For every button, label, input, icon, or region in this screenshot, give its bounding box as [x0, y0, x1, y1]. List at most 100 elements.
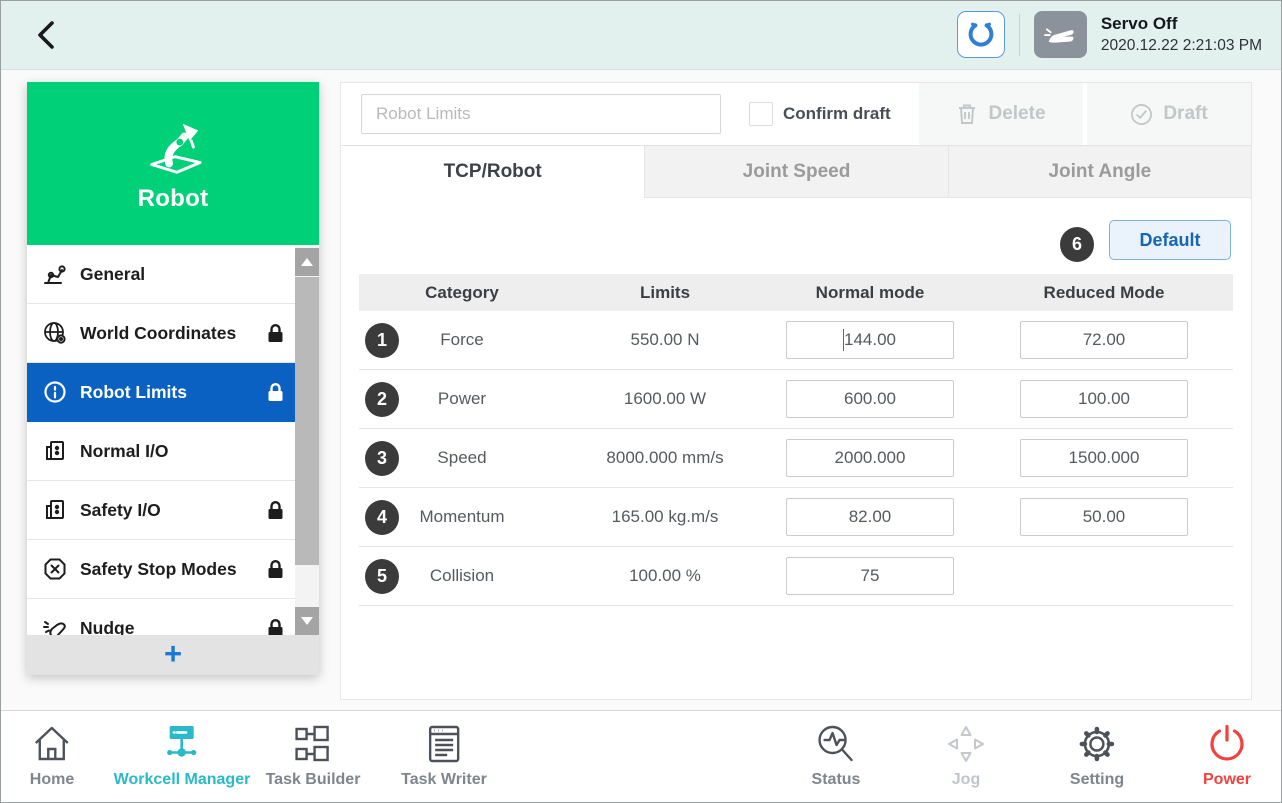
- nav-task-writer[interactable]: Task Writer: [401, 722, 487, 789]
- servo-status-block: Servo Off 2020.12.22 2:21:03 PM: [1101, 14, 1262, 55]
- nav-power[interactable]: Power: [1203, 722, 1251, 789]
- lock-icon: [266, 500, 285, 521]
- force-reduced-input[interactable]: [1020, 321, 1188, 359]
- triangle-up-icon: [301, 258, 313, 266]
- status-magnifier-icon: [814, 722, 858, 766]
- sidebar-title: Robot: [137, 184, 209, 212]
- confirm-draft-label: Confirm draft: [783, 104, 891, 123]
- io-port-icon: [41, 497, 69, 523]
- sidebar-item-normal-io[interactable]: Normal I/O: [27, 422, 295, 481]
- datetime-text: 2020.12.22 2:21:03 PM: [1100, 37, 1262, 54]
- nav-label: Task Builder: [265, 771, 361, 788]
- nav-label: Setting: [1069, 771, 1125, 788]
- sidebar-item-label: Normal I/O: [80, 440, 169, 461]
- category-cell: Collision: [429, 566, 495, 585]
- callout-badge-6: 6: [1060, 227, 1094, 262]
- panel-toolbar: Confirm draft Delete Draft: [341, 83, 1251, 146]
- limit-cell: 1600.00 W: [623, 389, 707, 408]
- limit-cell: 8000.000 mm/s: [606, 448, 724, 467]
- category-cell: Speed: [437, 448, 487, 467]
- nav-home[interactable]: Home: [30, 722, 74, 789]
- tab-joint-speed[interactable]: Joint Speed: [644, 146, 948, 198]
- bottom-nav-bar: Home Workcell Manager Task Builder: [0, 710, 1282, 803]
- confirm-draft-checkbox[interactable]: [749, 102, 773, 126]
- home-icon: [30, 722, 74, 766]
- lock-icon: [266, 382, 285, 403]
- robot-limits-panel: Confirm draft Delete Draft TCP/Robot: [340, 82, 1252, 700]
- sidebar-item-label: World Coordinates: [80, 322, 237, 343]
- text-caret: [843, 329, 844, 351]
- plus-icon: +: [163, 635, 183, 671]
- power-normal-input[interactable]: [786, 380, 954, 418]
- sidebar-scrollbar[interactable]: [295, 245, 319, 635]
- nav-status[interactable]: Status: [812, 722, 860, 789]
- workcell-sidebar: Robot General: [27, 82, 319, 675]
- limits-table: Category Limits Normal mode Reduced Mode…: [359, 274, 1233, 606]
- nav-workcell-manager[interactable]: Workcell Manager: [114, 722, 250, 789]
- table-row-speed: 3 Speed 8000.000 mm/s: [359, 429, 1233, 488]
- draft-button[interactable]: Draft: [1087, 83, 1251, 145]
- header-limits: Limits: [639, 282, 691, 302]
- momentum-normal-input[interactable]: [786, 498, 954, 536]
- robot-arm-small-icon: [41, 261, 69, 287]
- workcell-manager-icon: [160, 722, 204, 766]
- sidebar-item-label: Nudge: [80, 617, 135, 636]
- limit-cell: 550.00 N: [630, 330, 700, 349]
- sidebar-item-label: Safety Stop Modes: [80, 558, 237, 579]
- header-normal-mode: Normal mode: [815, 282, 925, 302]
- nav-label: Home: [29, 771, 75, 788]
- sidebar-item-robot-limits[interactable]: Robot Limits: [27, 363, 295, 422]
- header-category: Category: [425, 282, 499, 302]
- speed-normal-input[interactable]: [786, 439, 954, 477]
- sidebar-item-safety-stop-modes[interactable]: Safety Stop Modes: [27, 540, 295, 599]
- add-workcell-item-button[interactable]: +: [27, 635, 319, 675]
- table-row-force: 1 Force 550.00 N: [359, 311, 1233, 370]
- delete-button[interactable]: Delete: [919, 83, 1083, 145]
- nav-setting[interactable]: Setting: [1070, 722, 1124, 789]
- scroll-down-button[interactable]: [295, 607, 319, 635]
- back-chevron-icon: [33, 20, 59, 50]
- limit-cell: 100.00 %: [629, 566, 701, 585]
- robot-arm-icon: [140, 115, 206, 179]
- lock-icon: [266, 559, 285, 580]
- sidebar-item-world-coordinates[interactable]: World Coordinates: [27, 304, 295, 363]
- trash-icon: [956, 102, 978, 126]
- sidebar-menu-list: General World Coordinates: [27, 245, 319, 635]
- task-builder-icon: [291, 722, 335, 766]
- scroll-up-button[interactable]: [295, 248, 319, 276]
- category-cell: Power: [437, 389, 487, 408]
- default-button[interactable]: Default: [1109, 220, 1231, 260]
- back-button[interactable]: [26, 15, 66, 55]
- callout-badge-2: 2: [365, 382, 399, 417]
- momentum-reduced-input[interactable]: [1020, 498, 1188, 536]
- nav-label: Task Writer: [401, 771, 487, 788]
- header-reduced-mode: Reduced Mode: [1043, 282, 1165, 302]
- sidebar-item-safety-io[interactable]: Safety I/O: [27, 481, 295, 540]
- tab-joint-angle[interactable]: Joint Angle: [947, 146, 1251, 198]
- callout-badge-4: 4: [365, 500, 399, 535]
- category-cell: Force: [440, 330, 484, 349]
- sidebar-item-general[interactable]: General: [27, 245, 295, 304]
- speed-reduced-input[interactable]: [1020, 439, 1188, 477]
- io-port-icon: [41, 438, 69, 464]
- item-name-input[interactable]: [361, 94, 721, 134]
- category-cell: Momentum: [419, 507, 505, 526]
- delete-label: Delete: [988, 103, 1046, 124]
- gripper-button[interactable]: [956, 11, 1005, 58]
- globe-icon: [41, 320, 69, 346]
- sidebar-header-robot[interactable]: Robot: [27, 82, 319, 245]
- power-reduced-input[interactable]: [1020, 380, 1188, 418]
- sidebar-item-nudge[interactable]: Nudge: [27, 599, 295, 635]
- power-icon: [1205, 722, 1249, 766]
- nav-task-builder[interactable]: Task Builder: [265, 722, 361, 789]
- hand-guiding-tile[interactable]: [1033, 11, 1087, 58]
- gear-icon: [1075, 722, 1119, 766]
- scrollbar-thumb[interactable]: [295, 277, 319, 565]
- collision-normal-input[interactable]: [786, 557, 954, 595]
- lock-icon: [266, 618, 285, 635]
- callout-badge-5: 5: [365, 559, 399, 594]
- table-row-momentum: 4 Momentum 165.00 kg.m/s: [359, 488, 1233, 547]
- tab-tcp-robot[interactable]: TCP/Robot: [341, 146, 645, 198]
- force-normal-input[interactable]: [786, 321, 954, 359]
- nav-label: Power: [1202, 771, 1252, 788]
